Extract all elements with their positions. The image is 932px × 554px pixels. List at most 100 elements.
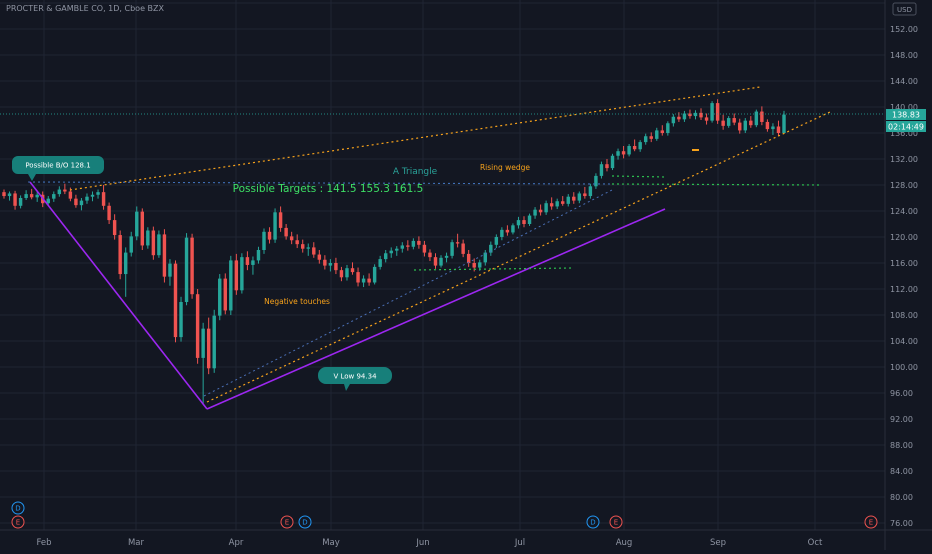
currency-badge[interactable]: USD bbox=[892, 2, 917, 16]
candle-body bbox=[306, 247, 310, 249]
candle bbox=[422, 240, 427, 257]
candle-body bbox=[334, 263, 338, 271]
price-scale[interactable]: 152.00 148.00 144.00 140.00 136.00 132.00 128.… bbox=[884, 0, 918, 550]
vlow-callout[interactable]: V Low 94.34 bbox=[318, 367, 392, 391]
price-tick-label: 116.00 bbox=[890, 259, 918, 268]
candle-body bbox=[715, 103, 720, 121]
price-tick-label: 120.00 bbox=[890, 233, 918, 242]
candle-body bbox=[632, 146, 637, 150]
green-support-level[interactable] bbox=[413, 267, 573, 271]
time-tick-label: May bbox=[322, 538, 340, 548]
candle-body bbox=[649, 136, 653, 139]
candle-body bbox=[350, 268, 355, 273]
candle bbox=[146, 227, 150, 249]
dividend-marker[interactable]: D bbox=[11, 501, 25, 515]
candle bbox=[704, 113, 709, 125]
candle-body bbox=[660, 130, 665, 133]
candle bbox=[79, 198, 84, 211]
candle-body bbox=[483, 252, 487, 263]
candle bbox=[439, 255, 443, 268]
time-tick-label: Sep bbox=[710, 538, 726, 548]
candle-body bbox=[411, 240, 416, 247]
candle-body bbox=[13, 193, 17, 206]
candle bbox=[173, 260, 178, 343]
candle-body bbox=[262, 231, 266, 250]
earnings-marker[interactable]: E bbox=[280, 515, 294, 529]
candle bbox=[212, 309, 216, 373]
candle-body bbox=[240, 257, 244, 291]
candle bbox=[522, 216, 526, 228]
price-tick-label: 104.00 bbox=[890, 337, 918, 346]
candle bbox=[361, 275, 366, 288]
event-markers: DE E D D E E bbox=[11, 501, 878, 529]
vlow-label: V Low 94.34 bbox=[333, 373, 377, 381]
candle-body bbox=[7, 193, 12, 197]
event-marker-letter: E bbox=[16, 519, 20, 527]
green-aug-level[interactable] bbox=[611, 175, 667, 178]
candle bbox=[90, 191, 95, 202]
candle-body bbox=[361, 278, 366, 283]
candle bbox=[610, 153, 615, 171]
candle bbox=[627, 144, 631, 157]
candle bbox=[389, 247, 393, 258]
earnings-marker[interactable]: E bbox=[11, 515, 25, 529]
candle bbox=[682, 110, 687, 122]
candle-body bbox=[378, 259, 382, 267]
time-scale[interactable]: Feb Mar Apr May Jun Jul Aug Sep Oct bbox=[0, 529, 932, 548]
candle-body bbox=[395, 248, 399, 251]
earnings-marker[interactable]: E bbox=[609, 515, 623, 529]
candle-body bbox=[400, 245, 405, 249]
time-tick-label: Apr bbox=[229, 538, 244, 548]
candle bbox=[715, 99, 720, 124]
candle bbox=[328, 259, 333, 272]
breakout-level-line[interactable] bbox=[27, 181, 613, 185]
candle bbox=[461, 239, 465, 258]
candle-body bbox=[505, 229, 510, 233]
candle bbox=[406, 240, 410, 251]
candle bbox=[118, 230, 122, 280]
candle-body bbox=[278, 212, 283, 228]
candle-body bbox=[765, 121, 770, 130]
candle-body bbox=[90, 194, 95, 197]
candle-body bbox=[417, 240, 421, 245]
candle bbox=[256, 246, 261, 264]
candle bbox=[417, 236, 421, 249]
candle bbox=[229, 255, 233, 315]
candle bbox=[162, 229, 167, 283]
candle-body bbox=[18, 198, 23, 206]
candle bbox=[494, 234, 499, 249]
candle bbox=[605, 159, 609, 172]
triangle-lower-line[interactable] bbox=[203, 189, 613, 397]
event-marker-circle bbox=[11, 501, 25, 515]
candle bbox=[782, 110, 786, 134]
candle-body bbox=[301, 244, 305, 249]
candle-body bbox=[693, 112, 698, 117]
earnings-marker[interactable]: E bbox=[864, 515, 878, 529]
wedge-upper-line[interactable] bbox=[69, 86, 761, 191]
negative-touches-label: Negative touches bbox=[264, 297, 330, 306]
purple-uptrend-line[interactable] bbox=[206, 208, 666, 410]
candle-body bbox=[383, 253, 388, 260]
dividend-marker[interactable]: D bbox=[586, 515, 600, 529]
candle bbox=[312, 242, 316, 258]
candle-body bbox=[289, 236, 294, 241]
candle bbox=[588, 183, 593, 199]
event-marker-letter: D bbox=[590, 519, 595, 527]
green-breakout-extension[interactable] bbox=[611, 183, 823, 186]
candle bbox=[500, 227, 504, 241]
purple-downtrend-line[interactable] bbox=[29, 181, 208, 410]
candle bbox=[284, 224, 288, 240]
candle-body bbox=[63, 189, 67, 192]
candle bbox=[671, 114, 676, 127]
candle bbox=[301, 239, 305, 253]
dividend-marker[interactable]: D bbox=[298, 515, 312, 529]
candle bbox=[317, 250, 322, 264]
candle bbox=[306, 243, 310, 256]
candle-body bbox=[317, 254, 322, 260]
candle-body bbox=[638, 142, 642, 150]
breakout-callout[interactable]: Possible B/O 128.1 bbox=[12, 156, 104, 181]
candle-body bbox=[46, 198, 50, 204]
